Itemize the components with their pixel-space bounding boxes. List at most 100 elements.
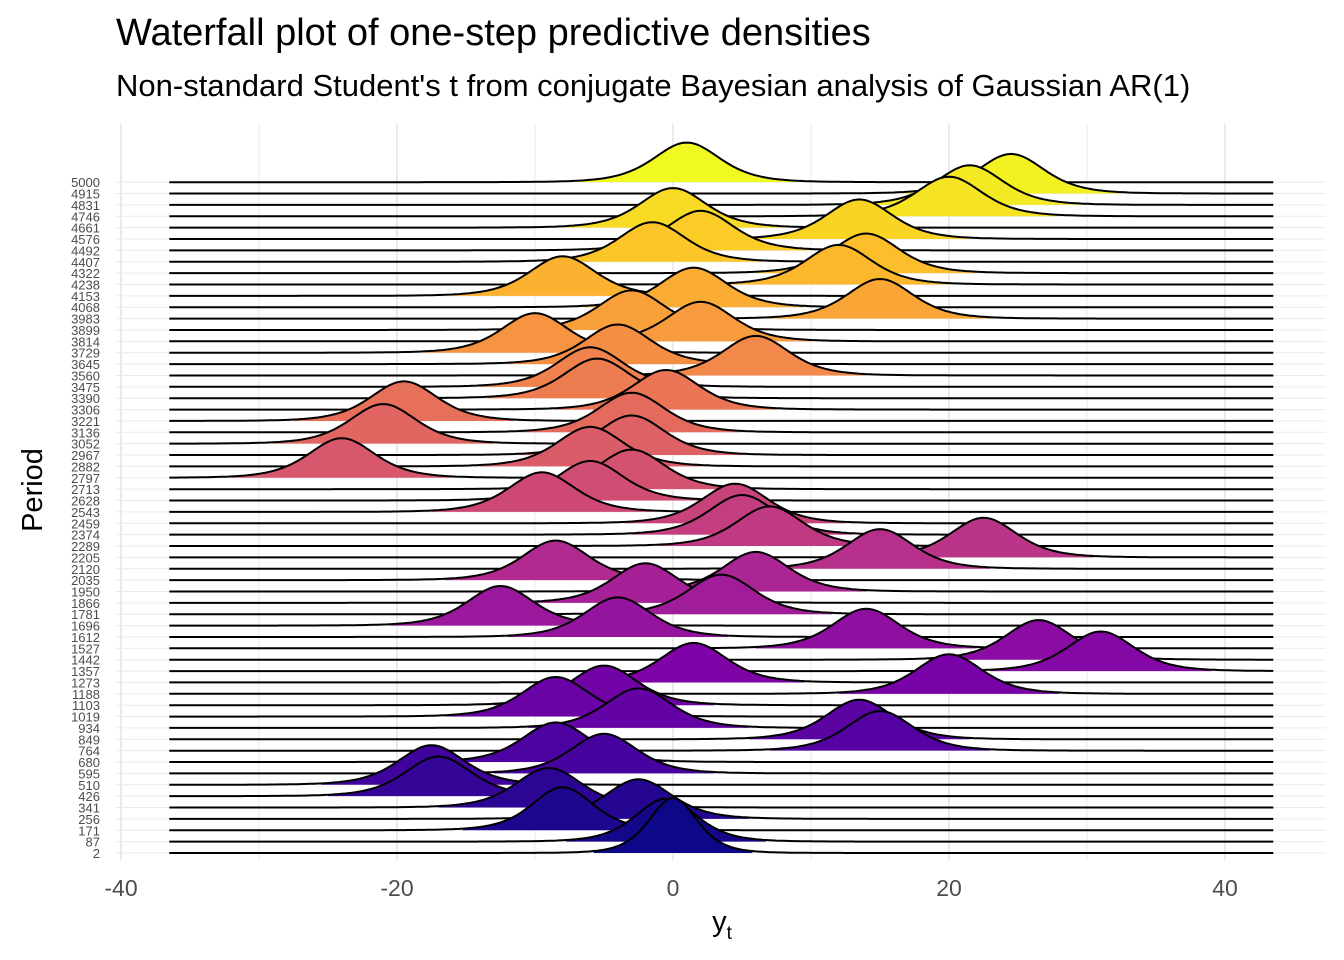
y-tick-label: 4238 [71, 278, 100, 293]
y-axis-title: Period [17, 448, 49, 532]
y-tick-label: 3645 [71, 357, 100, 372]
ridge-fill-934 [528, 688, 749, 728]
ridge-line-1696 [169, 584, 1274, 627]
y-tick-label: 2 [93, 846, 100, 861]
ridge-line-426 [169, 755, 1274, 798]
y-tick-label: 256 [78, 812, 100, 827]
ridge-fill-595 [493, 733, 715, 774]
ridge-fill-2 [593, 798, 753, 853]
x-tick-label: -40 [104, 875, 137, 901]
y-tick-label: 4576 [71, 232, 100, 247]
y-tick-label: 2120 [71, 562, 100, 577]
ridge-line-87 [169, 797, 1274, 843]
y-tick-label: 426 [78, 789, 100, 804]
y-tick-label: 2459 [71, 516, 100, 531]
y-tick-label: 4322 [71, 266, 100, 281]
ridges [169, 141, 1274, 854]
y-tick-label: 1273 [71, 675, 100, 690]
y-tick-label: 2035 [71, 573, 100, 588]
ridge-line-4492 [169, 209, 1274, 252]
ridge-line-341 [169, 766, 1274, 809]
x-tick-label: -20 [380, 875, 413, 901]
ridge-fill-4746 [838, 176, 1060, 217]
y-tick-label: 5000 [71, 175, 100, 190]
y-tick-label: 1188 [72, 687, 100, 702]
ridge-line-4322 [169, 232, 1274, 275]
y-tick-label: 3052 [71, 437, 100, 452]
y-tick-label: 3306 [71, 403, 100, 418]
y-tick-label: 4068 [71, 300, 100, 315]
ridge-fill-5000 [576, 142, 798, 183]
ridge-fill-3136 [521, 392, 742, 433]
ridge-line-3560 [169, 334, 1274, 377]
y-tick-label: 3983 [71, 312, 100, 327]
ridge-line-1103 [169, 664, 1274, 707]
ridge-line-2713 [169, 448, 1274, 491]
ridge-line-2 [169, 796, 1274, 854]
ridge-fill-3983 [769, 279, 991, 319]
ridge-line-171 [169, 786, 1274, 832]
y-tick-label: 2205 [71, 550, 100, 565]
y-tick-label: 2628 [71, 494, 100, 509]
ridge-fill-426 [328, 756, 549, 797]
ridge-fill-1612 [507, 597, 729, 637]
ridge-line-1188 [169, 653, 1274, 695]
y-tick-label: 4661 [71, 221, 100, 236]
ridge-fill-764 [769, 711, 991, 751]
ridge-line-4068 [169, 266, 1274, 309]
ridge-line-595 [169, 732, 1274, 775]
y-tick-label: 87 [86, 835, 100, 850]
ridge-line-1273 [169, 641, 1274, 684]
ridge-line-934 [169, 687, 1274, 729]
y-tick-label: 1866 [71, 596, 100, 611]
ridge-line-2459 [169, 482, 1274, 525]
ridge-fill-4407 [541, 222, 763, 262]
y-tick-label: 3560 [71, 368, 100, 383]
ridge-fill-2120 [769, 529, 991, 569]
ridge-line-256 [169, 778, 1274, 820]
y-tick-label: 3221 [71, 414, 100, 429]
ridge-line-3052 [169, 403, 1274, 445]
y-tick-label: 4153 [71, 289, 100, 304]
ridge-fill-4153 [452, 256, 673, 296]
ridge-fill-3052 [272, 404, 494, 444]
chart-title: Waterfall plot of one-step predictive de… [116, 12, 871, 54]
ridge-line-2205 [169, 516, 1274, 559]
y-tick-label: 1527 [71, 641, 100, 656]
ridge-fill-2543 [431, 472, 653, 512]
ridge-fill-3560 [645, 335, 867, 376]
ridge-line-4915 [169, 152, 1274, 195]
ridge-line-2374 [169, 493, 1274, 536]
ridge-line-510 [169, 744, 1274, 786]
ridge-line-1019 [169, 675, 1274, 718]
ridge-line-849 [169, 698, 1274, 741]
ridge-line-5000 [169, 141, 1274, 184]
x-tick-labels: -40 -20 0 20 40 [104, 875, 1237, 901]
ridge-fill-4661 [562, 188, 784, 228]
ridge-fill-4576 [748, 199, 970, 240]
y-tick-label: 3136 [71, 425, 100, 440]
ridge-line-4831 [169, 164, 1274, 206]
y-tick-label: 2882 [71, 459, 100, 474]
ridge-fill-1781 [610, 574, 832, 615]
ridge-line-764 [169, 710, 1274, 752]
ridge-line-4661 [169, 187, 1274, 229]
y-tick-label: 849 [78, 732, 100, 747]
ridge-fill-4238 [728, 244, 949, 285]
ridge-fill-1357 [990, 631, 1212, 672]
ridge-fill-3221 [293, 381, 515, 421]
ridge-line-680 [169, 721, 1274, 763]
y-tick-label: 4915 [71, 187, 100, 202]
y-tick-label: 510 [78, 778, 100, 793]
y-tick-label: 4746 [71, 209, 100, 224]
y-tick-label: 2543 [71, 505, 100, 520]
y-tick-label: 1950 [71, 584, 100, 599]
y-tick-label: 1612 [71, 630, 100, 645]
y-tick-label: 934 [78, 721, 100, 736]
y-tick-label: 2967 [71, 448, 100, 463]
ridge-fill-1696 [390, 586, 611, 626]
ridge-fill-2035 [445, 540, 667, 581]
x-axis-title: yt [712, 906, 733, 944]
y-tick-label: 2374 [71, 528, 100, 543]
